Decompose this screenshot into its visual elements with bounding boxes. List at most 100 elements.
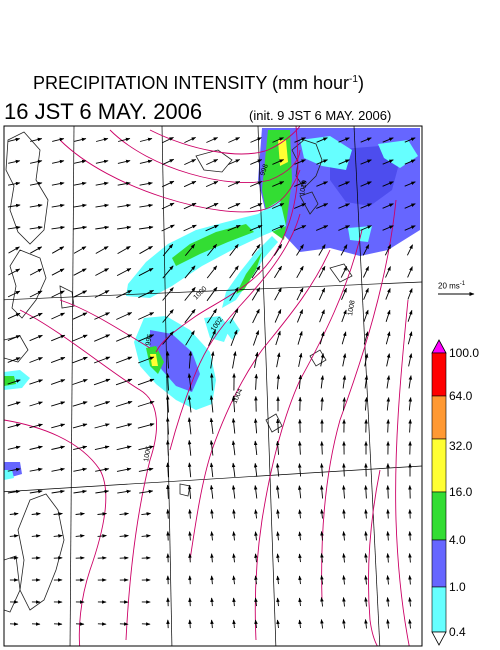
wind-arrow (384, 244, 392, 256)
wind-arrow (360, 203, 372, 209)
wind-arrow (249, 224, 263, 232)
wind-arrow (162, 287, 174, 301)
wind-arrow (232, 575, 236, 585)
wind-arrow (408, 553, 412, 563)
wind-arrow (137, 400, 155, 407)
legend-swatch (431, 539, 447, 588)
legend-label: 32.0 (449, 439, 473, 453)
wind-arrow (7, 290, 21, 298)
wind-arrow (73, 181, 87, 186)
wind-arrow (404, 203, 416, 209)
wind-arrow (187, 462, 192, 478)
wind-arrow (385, 266, 391, 278)
wind-arrow (227, 202, 241, 210)
wind-arrow (386, 619, 390, 629)
legend-label: 4.0 (449, 533, 466, 547)
wind-arrow (407, 266, 413, 278)
wind-arrow (298, 531, 302, 541)
wind-arrow (407, 309, 413, 322)
wind-arrow (360, 225, 372, 231)
wind-arrow (29, 357, 43, 363)
wind-arrow (187, 373, 192, 391)
graticule (4, 126, 422, 646)
wind-arrow (298, 597, 302, 607)
wind-arrow (94, 312, 111, 320)
wind-arrow (29, 203, 43, 208)
wind-arrow (183, 202, 197, 210)
wind-arrow (188, 508, 192, 519)
wind-arrow (232, 619, 236, 629)
wind-arrow (250, 159, 263, 165)
wind-arrow (253, 485, 258, 499)
wind-arrow (296, 244, 304, 256)
wind-arrow (338, 159, 350, 165)
wind-arrow (274, 265, 282, 279)
wind-arrow (362, 266, 370, 278)
wind-arrow (209, 417, 214, 435)
wind-arrow (298, 440, 302, 455)
wind-arrow (72, 334, 88, 342)
wind-arrow (364, 375, 369, 389)
wind-arrow (184, 136, 197, 144)
wind-arrow (29, 268, 43, 276)
wind-arrow (208, 329, 216, 346)
wind-arrow (185, 330, 195, 346)
wind-arrow (342, 619, 346, 629)
wind-arrow (364, 353, 369, 367)
wind-arrow (272, 181, 285, 187)
wind-arrow (139, 245, 153, 255)
wind-arrow (29, 467, 43, 472)
wind-arrow (385, 287, 391, 300)
wind-arrow (8, 268, 21, 276)
wind-arrow (231, 395, 236, 413)
wind-arrow (342, 485, 346, 499)
wind-arrow (230, 329, 238, 347)
wind-arrow (73, 467, 88, 472)
wind-arrow (272, 159, 285, 165)
wind-arrow (298, 352, 303, 367)
wind-arrow (95, 181, 109, 186)
wind-arrow (183, 180, 197, 188)
wind-arrow (251, 265, 261, 279)
wind-arrow (227, 224, 241, 232)
wind-arrow (188, 351, 193, 369)
wind-arrow (138, 312, 155, 320)
wind-arrow (253, 418, 258, 434)
wind-arrow (165, 373, 170, 391)
wind-arrow (207, 243, 217, 256)
wind-arrow (210, 509, 214, 519)
wind-arrow (275, 330, 281, 346)
wind-arrow (207, 308, 217, 324)
wind-arrow (184, 265, 196, 279)
wind-arrow (276, 531, 280, 541)
wind-arrow (117, 203, 132, 208)
wind-arrow (205, 224, 219, 232)
wind-arrow (73, 489, 87, 494)
wind-arrow (251, 244, 261, 256)
wind-arrow (276, 509, 280, 519)
wind-arrow (30, 137, 43, 142)
wind-arrow (320, 531, 324, 541)
wind-arrow (293, 225, 307, 231)
wind-arrow (139, 181, 153, 186)
wind-arrow (31, 534, 41, 538)
wind-arrow (119, 512, 129, 516)
wind-arrow (253, 440, 258, 456)
wind-arrow (94, 334, 111, 342)
wind-arrow (342, 553, 346, 563)
wind-vectors (7, 136, 416, 629)
wind-arrow (138, 467, 154, 472)
wind-arrow (386, 575, 390, 585)
wind-arrow (382, 159, 394, 165)
wind-arrow (271, 225, 285, 231)
wind-arrow (276, 374, 281, 390)
isobar-label: 996 (145, 334, 154, 347)
wind-arrow (117, 181, 131, 186)
legend-swatch (431, 352, 447, 397)
wind-arrow (188, 553, 192, 563)
wind-arrow (296, 309, 304, 323)
wind-arrow (165, 417, 170, 435)
valid-time-label: 16 JST 6 MAY. 2006 (4, 99, 203, 124)
wind-arrow (9, 534, 19, 538)
wind-arrow (116, 334, 133, 342)
